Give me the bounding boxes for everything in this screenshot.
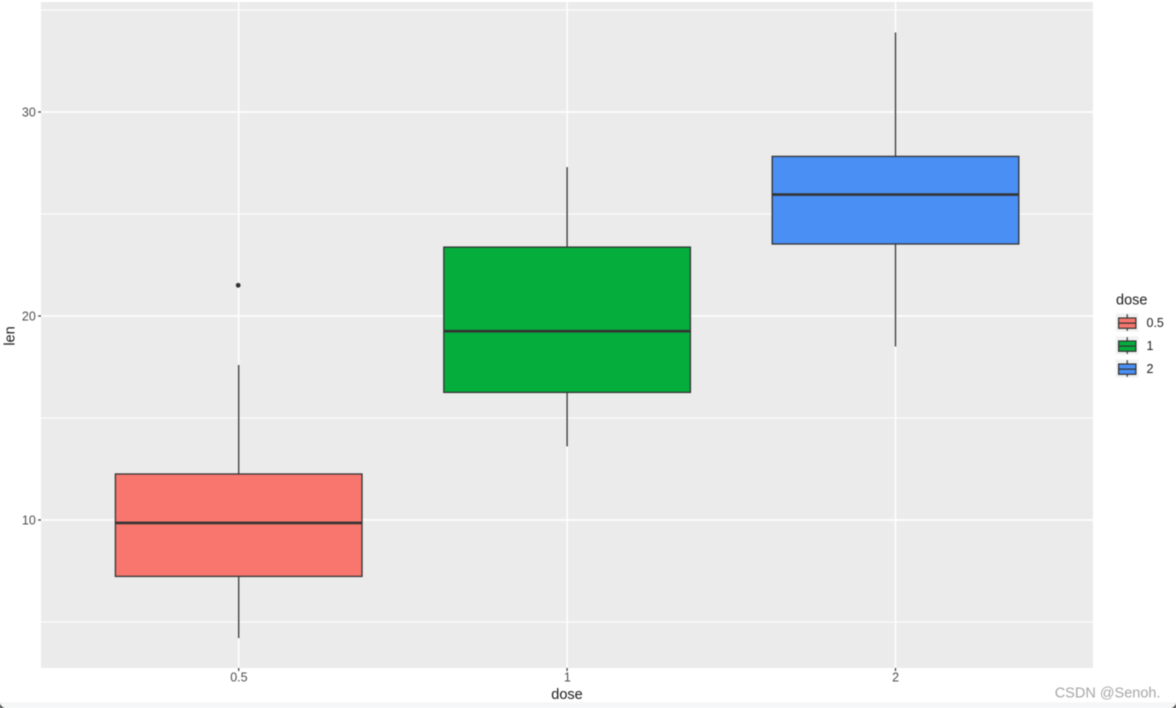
svg-text:CSDN @Senoh.: CSDN @Senoh. [1055, 686, 1161, 702]
svg-text:20: 20 [22, 309, 36, 323]
svg-text:dose: dose [1116, 293, 1147, 309]
svg-text:1: 1 [1147, 339, 1154, 353]
svg-text:0.5: 0.5 [230, 671, 247, 685]
svg-text:0.5: 0.5 [1147, 316, 1164, 330]
svg-text:len: len [3, 326, 19, 345]
svg-text:2: 2 [1147, 362, 1154, 376]
svg-text:30: 30 [22, 105, 36, 119]
svg-text:1: 1 [564, 671, 571, 685]
svg-text:dose: dose [551, 687, 582, 703]
svg-text:2: 2 [892, 671, 899, 685]
svg-text:10: 10 [22, 513, 36, 527]
